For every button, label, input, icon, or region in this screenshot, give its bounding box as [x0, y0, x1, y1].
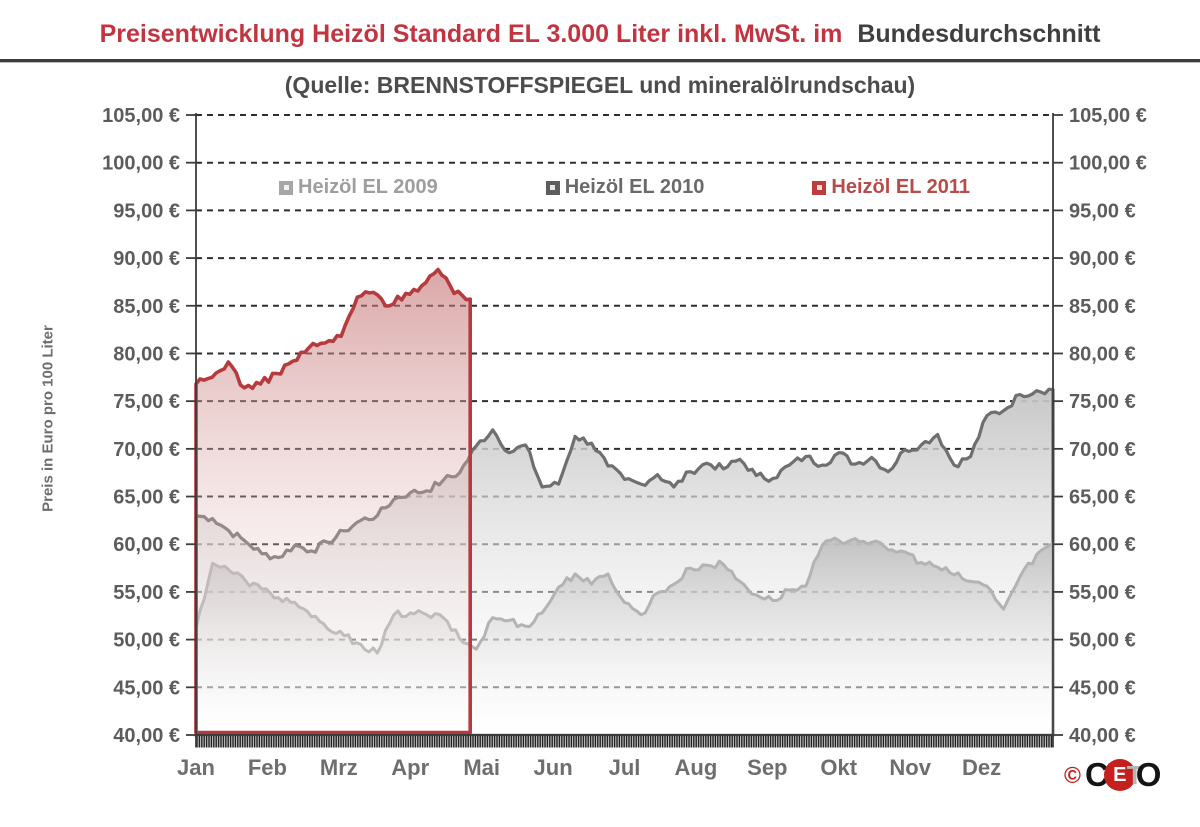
- y-tick-label-right: 90,00 €: [1069, 248, 1136, 270]
- legend-marker-2010-icon: [545, 180, 560, 195]
- legend-label-2010: Heizöl EL 2010: [564, 176, 705, 198]
- logo-letter-e: E: [1103, 759, 1136, 791]
- y-tick-label-left: 75,00 €: [113, 391, 180, 413]
- y-tick-label-left: 80,00 €: [113, 343, 180, 365]
- page-title: Preisentwicklung Heizöl Standard EL 3.00…: [0, 20, 1200, 49]
- copyright-icon: ©: [1064, 761, 1081, 788]
- y-tick-label-left: 100,00 €: [102, 153, 180, 175]
- month-label: Dez: [962, 755, 1001, 780]
- x-axis-daily-tick-band: [196, 735, 1053, 748]
- y-tick-label-left: 40,00 €: [113, 725, 180, 747]
- month-label: Jan: [177, 755, 215, 780]
- legend-marker-2009-icon: [279, 180, 293, 195]
- legend-item-2011: Heizöl EL 2011: [812, 176, 970, 199]
- ceto-logo: © C E T O: [1064, 752, 1161, 798]
- y-tick-label-right: 85,00 €: [1069, 296, 1136, 318]
- legend-item-2010: Heizöl EL 2010: [545, 176, 705, 199]
- y-tick-label-left: 105,00 €: [102, 105, 180, 127]
- legend-item-2009: Heizöl EL 2009: [279, 176, 438, 199]
- y-tick-label-left: 70,00 €: [113, 439, 180, 461]
- month-label: Feb: [248, 755, 287, 780]
- logo-letter-o: O: [1135, 756, 1162, 793]
- logo-letter-c: C: [1084, 756, 1109, 793]
- y-tick-label-left: 45,00 €: [113, 677, 180, 699]
- legend-label-2011: Heizöl EL 2011: [831, 176, 970, 198]
- legend-marker-2011-icon: [812, 180, 827, 195]
- y-tick-label-left: 90,00 €: [113, 248, 180, 270]
- y-tick-label-left: 85,00 €: [113, 296, 180, 318]
- month-label: Mai: [463, 755, 500, 780]
- y-tick-label-right: 65,00 €: [1069, 487, 1136, 509]
- month-label: Sep: [747, 755, 787, 780]
- y-tick-label-right: 75,00 €: [1069, 391, 1136, 413]
- chart-source-subtitle: (Quelle: BRENNSTOFFSPIEGEL und mineralöl…: [284, 72, 916, 98]
- y-tick-label-left: 95,00 €: [113, 200, 180, 222]
- y-tick-label-right: 50,00 €: [1069, 630, 1136, 652]
- month-label: Okt: [820, 755, 857, 780]
- y-tick-label-right: 40,00 €: [1069, 725, 1136, 747]
- y-tick-label-right: 100,00 €: [1069, 153, 1147, 175]
- y-axis-labels: 40,00 € 40,00 € 45,00 € 45,00 € 50,00 € 50,00…: [102, 105, 1147, 747]
- y-tick-label-right: 55,00 €: [1069, 582, 1136, 604]
- month-label: Jun: [534, 755, 573, 780]
- y-tick-label-right: 70,00 €: [1069, 439, 1136, 461]
- legend-label-2009: Heizöl EL 2009: [298, 176, 438, 198]
- y-tick-label-left: 55,00 €: [113, 582, 180, 604]
- series-area-heizöl-el-2011: [194, 267, 473, 735]
- y-tick-label-left: 50,00 €: [113, 630, 180, 652]
- y-tick-label-left: 60,00 €: [113, 534, 180, 556]
- chart-legend: Heizöl EL 2009 Heizöl EL 2010 Heizöl EL …: [196, 176, 1053, 199]
- month-label: Aug: [675, 755, 718, 780]
- page-title-highlight: Preisentwicklung Heizöl Standard EL 3.00…: [99, 20, 843, 48]
- y-tick-label-right: 45,00 €: [1069, 677, 1136, 699]
- title-divider: [0, 59, 1200, 63]
- month-label: Mrz: [320, 755, 358, 780]
- y-tick-label-right: 105,00 €: [1069, 105, 1147, 127]
- y-tick-label-right: 80,00 €: [1069, 343, 1136, 365]
- logo-letter-t: T: [1126, 759, 1143, 790]
- page-title-rest: Bundesdurchschnitt: [857, 20, 1101, 48]
- y-tick-label-right: 60,00 €: [1069, 534, 1136, 556]
- month-label: Jul: [609, 755, 641, 780]
- y-tick-label-right: 95,00 €: [1069, 200, 1136, 222]
- month-label: Nov: [889, 755, 931, 780]
- x-axis-month-labels: Jan Feb Mrz Apr Mai Jun Jul Aug Sep Okt Nov Dez: [177, 755, 1001, 780]
- month-label: Apr: [391, 755, 429, 780]
- y-tick-label-left: 65,00 €: [113, 487, 180, 509]
- axes: [186, 113, 1063, 748]
